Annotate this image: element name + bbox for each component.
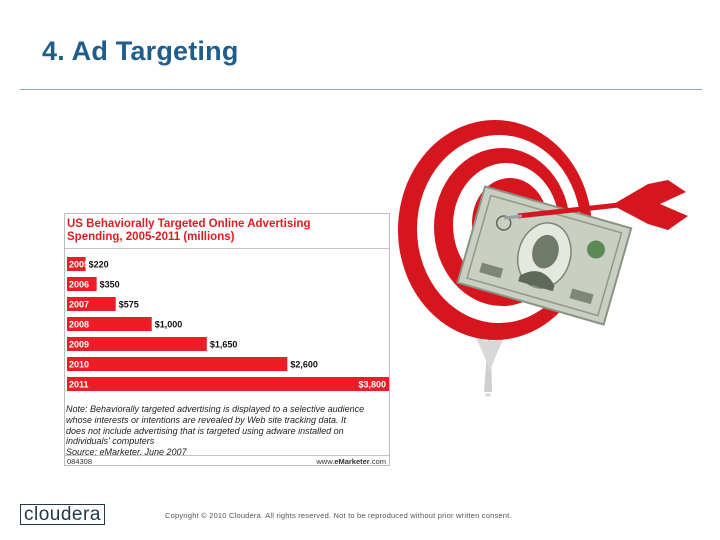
- chart-title-line-1: US Behaviorally Targeted Online Advertis…: [67, 218, 311, 230]
- bar-2007: [67, 297, 116, 311]
- slide-title: 4. Ad Targeting: [42, 36, 239, 66]
- bar-2008: [67, 317, 152, 331]
- chart-note-line: does not include advertising that is tar…: [66, 425, 344, 436]
- bar-chart: US Behaviorally Targeted Online Advertis…: [64, 213, 390, 466]
- dartboard-image: [398, 120, 688, 397]
- bar-2006: [67, 277, 97, 291]
- chart-note-line: Note: Behaviorally targeted advertising …: [66, 404, 365, 414]
- value-label-2008: $1,000: [155, 320, 183, 330]
- category-label-2008: 2008: [69, 320, 89, 330]
- chart-title-line-2: Spending, 2005-2011 (millions): [67, 231, 235, 243]
- chart-note: Note: Behaviorally targeted advertising …: [66, 404, 388, 458]
- chart-title: US Behaviorally Targeted Online Advertis…: [67, 218, 387, 244]
- category-label-2010: 2010: [69, 360, 89, 370]
- chart-note-line: individuals' computers: [66, 436, 155, 447]
- category-label-2005: 2005: [69, 260, 89, 270]
- category-label-2007: 2007: [69, 300, 89, 310]
- source-url-brand: eMarketer: [334, 457, 370, 466]
- category-label-2011: 2011: [69, 380, 89, 390]
- cloudera-logo: cloudera: [20, 504, 105, 525]
- chart-id: 084308: [67, 457, 93, 466]
- chart-title-divider: [65, 248, 389, 249]
- chart-source-url: www.eMarketer.com: [316, 457, 386, 466]
- value-label-2005: $220: [89, 260, 109, 270]
- chart-note-line: whose interests or intentions are reveal…: [66, 414, 346, 425]
- title-divider: [20, 89, 702, 90]
- footer-copyright: Copyright © 2010 Cloudera. All rights re…: [165, 511, 512, 520]
- bar-2011: [67, 377, 389, 391]
- category-label-2006: 2006: [69, 280, 89, 290]
- category-label-2009: 2009: [69, 340, 89, 350]
- value-label-2009: $1,650: [210, 340, 238, 350]
- chart-footer-divider: [65, 455, 389, 456]
- bar-2009: [67, 337, 207, 351]
- chart-source: Source: eMarketer, June 2007: [66, 447, 187, 458]
- value-label-2011: $3,800: [358, 380, 386, 390]
- value-label-2006: $350: [100, 280, 120, 290]
- bar-2005: [67, 257, 86, 271]
- source-url-prefix: www.: [316, 457, 335, 466]
- value-label-2010: $2,600: [290, 360, 318, 370]
- bar-2010: [67, 357, 288, 371]
- value-label-2007: $575: [119, 300, 139, 310]
- source-url-suffix: .com: [369, 457, 386, 466]
